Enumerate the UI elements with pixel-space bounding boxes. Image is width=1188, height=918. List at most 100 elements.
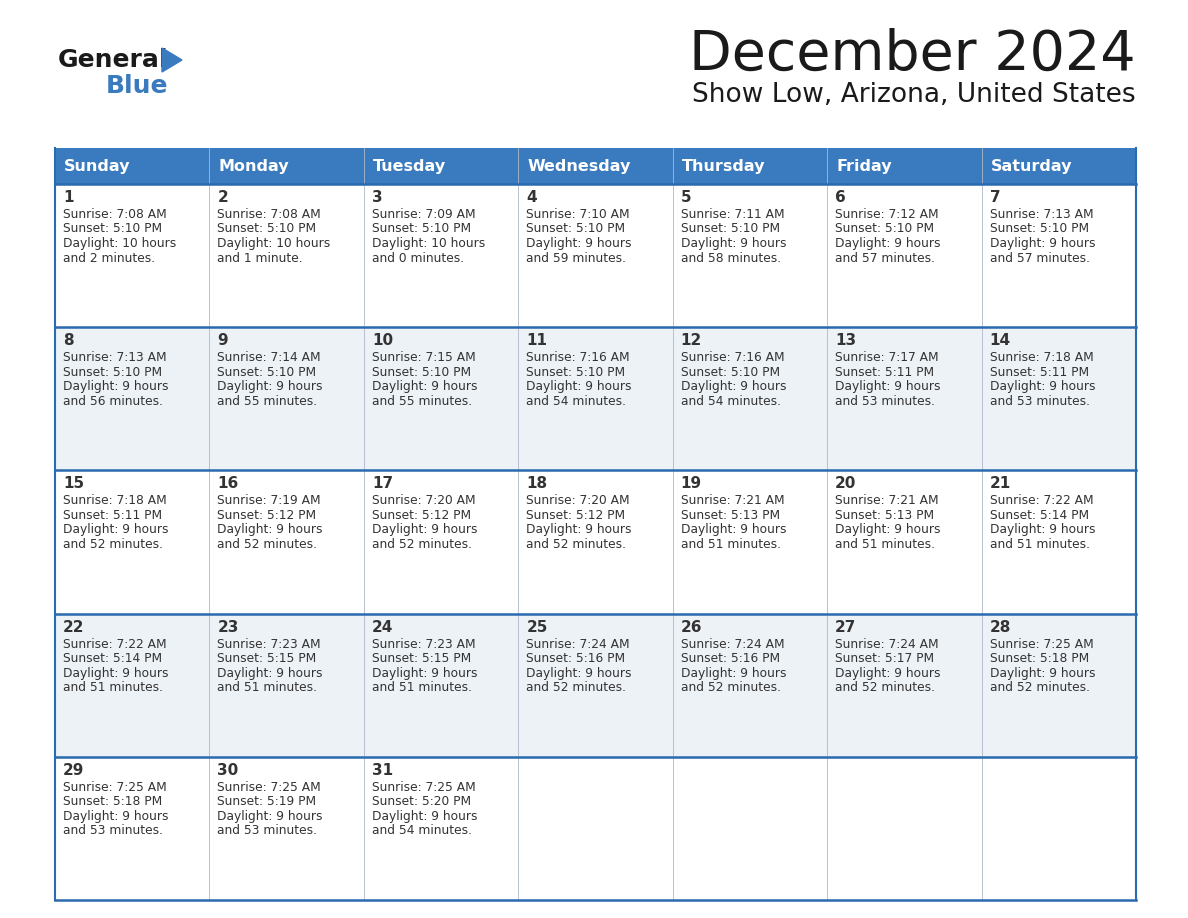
Text: and 1 minute.: and 1 minute. xyxy=(217,252,303,264)
Text: 6: 6 xyxy=(835,190,846,205)
Text: Sunrise: 7:16 AM: Sunrise: 7:16 AM xyxy=(526,352,630,364)
Text: Sunset: 5:10 PM: Sunset: 5:10 PM xyxy=(526,222,625,236)
Text: Sunrise: 7:18 AM: Sunrise: 7:18 AM xyxy=(63,495,166,508)
Bar xyxy=(55,756,1136,900)
Text: Sunrise: 7:22 AM: Sunrise: 7:22 AM xyxy=(990,495,1093,508)
Text: Sunrise: 7:09 AM: Sunrise: 7:09 AM xyxy=(372,208,475,221)
Text: Daylight: 9 hours: Daylight: 9 hours xyxy=(217,380,323,393)
Text: Sunrise: 7:08 AM: Sunrise: 7:08 AM xyxy=(217,208,321,221)
Text: Sunrise: 7:23 AM: Sunrise: 7:23 AM xyxy=(217,638,321,651)
Text: and 51 minutes.: and 51 minutes. xyxy=(835,538,935,551)
Text: Daylight: 9 hours: Daylight: 9 hours xyxy=(681,380,786,393)
Text: and 52 minutes.: and 52 minutes. xyxy=(372,538,472,551)
Text: Daylight: 9 hours: Daylight: 9 hours xyxy=(526,380,632,393)
Text: Daylight: 9 hours: Daylight: 9 hours xyxy=(990,666,1095,679)
Text: Sunset: 5:20 PM: Sunset: 5:20 PM xyxy=(372,795,470,809)
Text: Sunrise: 7:19 AM: Sunrise: 7:19 AM xyxy=(217,495,321,508)
Text: and 51 minutes.: and 51 minutes. xyxy=(63,681,163,694)
Text: Show Low, Arizona, United States: Show Low, Arizona, United States xyxy=(693,82,1136,108)
Text: 7: 7 xyxy=(990,190,1000,205)
Text: Friday: Friday xyxy=(836,159,892,174)
Text: Sunset: 5:10 PM: Sunset: 5:10 PM xyxy=(526,365,625,379)
Text: and 59 minutes.: and 59 minutes. xyxy=(526,252,626,264)
Text: Daylight: 9 hours: Daylight: 9 hours xyxy=(681,237,786,250)
Text: and 52 minutes.: and 52 minutes. xyxy=(681,681,781,694)
Text: Sunrise: 7:10 AM: Sunrise: 7:10 AM xyxy=(526,208,630,221)
Text: Sunset: 5:12 PM: Sunset: 5:12 PM xyxy=(372,509,470,522)
Text: Daylight: 9 hours: Daylight: 9 hours xyxy=(63,523,169,536)
Text: Sunrise: 7:13 AM: Sunrise: 7:13 AM xyxy=(990,208,1093,221)
Text: Sunday: Sunday xyxy=(64,159,131,174)
Text: 8: 8 xyxy=(63,333,74,348)
Text: Daylight: 9 hours: Daylight: 9 hours xyxy=(372,523,478,536)
Text: Sunset: 5:10 PM: Sunset: 5:10 PM xyxy=(217,365,316,379)
Text: Sunset: 5:12 PM: Sunset: 5:12 PM xyxy=(526,509,625,522)
Bar xyxy=(55,327,1136,470)
Text: and 51 minutes.: and 51 minutes. xyxy=(217,681,317,694)
Text: 5: 5 xyxy=(681,190,691,205)
Text: Sunset: 5:10 PM: Sunset: 5:10 PM xyxy=(372,365,470,379)
Text: and 53 minutes.: and 53 minutes. xyxy=(63,824,163,837)
Text: 20: 20 xyxy=(835,476,857,491)
Text: and 54 minutes.: and 54 minutes. xyxy=(372,824,472,837)
Text: Daylight: 9 hours: Daylight: 9 hours xyxy=(526,666,632,679)
Text: Sunrise: 7:11 AM: Sunrise: 7:11 AM xyxy=(681,208,784,221)
Text: Sunrise: 7:08 AM: Sunrise: 7:08 AM xyxy=(63,208,166,221)
Polygon shape xyxy=(162,48,182,72)
Text: Sunset: 5:18 PM: Sunset: 5:18 PM xyxy=(63,795,163,809)
Text: and 51 minutes.: and 51 minutes. xyxy=(990,538,1089,551)
Text: Daylight: 9 hours: Daylight: 9 hours xyxy=(835,380,941,393)
Text: 11: 11 xyxy=(526,333,548,348)
Text: Sunset: 5:10 PM: Sunset: 5:10 PM xyxy=(217,222,316,236)
Text: Sunrise: 7:16 AM: Sunrise: 7:16 AM xyxy=(681,352,784,364)
Text: Sunrise: 7:25 AM: Sunrise: 7:25 AM xyxy=(990,638,1093,651)
Text: Saturday: Saturday xyxy=(991,159,1072,174)
Text: Sunset: 5:10 PM: Sunset: 5:10 PM xyxy=(681,222,779,236)
Text: Sunset: 5:18 PM: Sunset: 5:18 PM xyxy=(990,652,1089,666)
Text: 4: 4 xyxy=(526,190,537,205)
Text: 25: 25 xyxy=(526,620,548,634)
Text: 29: 29 xyxy=(63,763,84,778)
Text: Sunset: 5:16 PM: Sunset: 5:16 PM xyxy=(681,652,779,666)
Text: and 2 minutes.: and 2 minutes. xyxy=(63,252,156,264)
Text: Daylight: 9 hours: Daylight: 9 hours xyxy=(835,666,941,679)
Text: Sunset: 5:10 PM: Sunset: 5:10 PM xyxy=(63,222,162,236)
Bar xyxy=(55,613,1136,756)
Text: Daylight: 9 hours: Daylight: 9 hours xyxy=(835,523,941,536)
Text: and 54 minutes.: and 54 minutes. xyxy=(526,395,626,408)
Text: and 52 minutes.: and 52 minutes. xyxy=(63,538,163,551)
Text: 27: 27 xyxy=(835,620,857,634)
Text: Sunrise: 7:21 AM: Sunrise: 7:21 AM xyxy=(835,495,939,508)
Text: and 52 minutes.: and 52 minutes. xyxy=(526,681,626,694)
Text: Sunset: 5:13 PM: Sunset: 5:13 PM xyxy=(681,509,779,522)
Text: Sunset: 5:10 PM: Sunset: 5:10 PM xyxy=(835,222,934,236)
Text: Sunset: 5:15 PM: Sunset: 5:15 PM xyxy=(372,652,472,666)
Text: Daylight: 9 hours: Daylight: 9 hours xyxy=(990,380,1095,393)
Text: Sunset: 5:11 PM: Sunset: 5:11 PM xyxy=(990,365,1088,379)
Text: Sunrise: 7:22 AM: Sunrise: 7:22 AM xyxy=(63,638,166,651)
Text: Monday: Monday xyxy=(219,159,289,174)
Text: and 55 minutes.: and 55 minutes. xyxy=(372,395,472,408)
Text: and 58 minutes.: and 58 minutes. xyxy=(681,252,781,264)
Text: Sunset: 5:15 PM: Sunset: 5:15 PM xyxy=(217,652,317,666)
Text: 3: 3 xyxy=(372,190,383,205)
Text: Tuesday: Tuesday xyxy=(373,159,446,174)
Text: Sunrise: 7:25 AM: Sunrise: 7:25 AM xyxy=(63,781,166,794)
Text: Daylight: 9 hours: Daylight: 9 hours xyxy=(63,810,169,823)
Text: Sunrise: 7:24 AM: Sunrise: 7:24 AM xyxy=(835,638,939,651)
Text: Daylight: 10 hours: Daylight: 10 hours xyxy=(217,237,330,250)
Text: Sunset: 5:14 PM: Sunset: 5:14 PM xyxy=(63,652,162,666)
Text: Sunrise: 7:18 AM: Sunrise: 7:18 AM xyxy=(990,352,1093,364)
Text: 9: 9 xyxy=(217,333,228,348)
Text: Sunset: 5:10 PM: Sunset: 5:10 PM xyxy=(372,222,470,236)
Text: 21: 21 xyxy=(990,476,1011,491)
Text: Sunset: 5:13 PM: Sunset: 5:13 PM xyxy=(835,509,934,522)
Text: Daylight: 9 hours: Daylight: 9 hours xyxy=(63,666,169,679)
Text: 30: 30 xyxy=(217,763,239,778)
Text: Daylight: 10 hours: Daylight: 10 hours xyxy=(372,237,485,250)
Bar xyxy=(55,184,1136,327)
Text: Sunset: 5:10 PM: Sunset: 5:10 PM xyxy=(990,222,1088,236)
Text: and 51 minutes.: and 51 minutes. xyxy=(681,538,781,551)
Text: and 52 minutes.: and 52 minutes. xyxy=(526,538,626,551)
Text: Sunset: 5:17 PM: Sunset: 5:17 PM xyxy=(835,652,934,666)
